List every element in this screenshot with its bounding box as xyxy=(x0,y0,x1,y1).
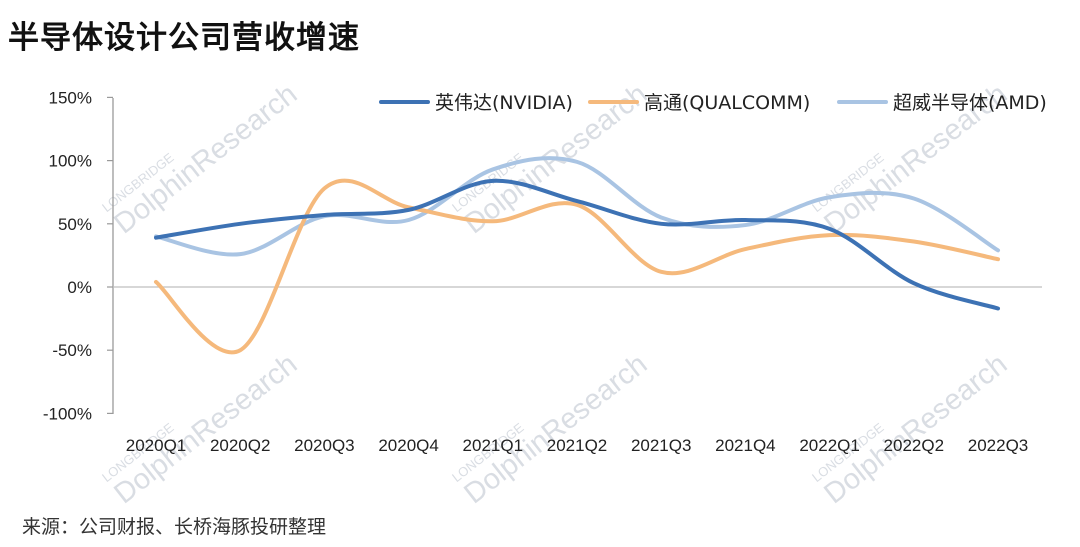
watermark-text: DolphinResearch xyxy=(108,348,303,505)
legend-label-amd: 超威半导体(AMD) xyxy=(893,92,1047,114)
x-tick-label: 2021Q4 xyxy=(715,436,776,455)
y-tick-label: 150% xyxy=(49,88,92,107)
series-lines xyxy=(154,156,1000,355)
x-tick-label: 2022Q3 xyxy=(968,436,1029,455)
legend: 英伟达(NVIDIA) 高通(QUALCOMM) 超威半导体(AMD) xyxy=(379,92,1047,114)
legend-label-nvidia: 英伟达(NVIDIA) xyxy=(435,92,573,114)
watermark-text: DolphinResearch xyxy=(818,348,1013,505)
legend-label-qualcomm: 高通(QUALCOMM) xyxy=(644,92,810,114)
watermark-text: DolphinResearch xyxy=(458,348,653,505)
chart-title: 半导体设计公司营收增速 xyxy=(8,20,360,56)
x-tick-label: 2020Q3 xyxy=(294,436,355,455)
x-tick-label: 2020Q4 xyxy=(378,436,439,455)
y-tick-label: -100% xyxy=(43,404,92,423)
source-note: 来源：公司财报、长桥海豚投研整理 xyxy=(22,516,327,538)
x-tick-label: 2022Q2 xyxy=(884,436,945,455)
x-tick-label: 2022Q1 xyxy=(799,436,860,455)
x-tick-label: 2020Q1 xyxy=(126,436,187,455)
x-tick-label: 2021Q3 xyxy=(631,436,692,455)
series-line-nvidia xyxy=(154,178,1000,311)
y-tick-label: -50% xyxy=(52,341,92,360)
x-tick-label: 2021Q1 xyxy=(463,436,524,455)
x-tick-label: 2020Q2 xyxy=(210,436,271,455)
y-tick-label: 50% xyxy=(58,215,92,234)
x-tick-label: 2021Q2 xyxy=(547,436,608,455)
y-tick-label: 0% xyxy=(67,278,92,297)
axes: 150% 100% 50% 0% -50% -100% 2020Q1 2020Q2 2020Q3… xyxy=(43,88,1042,455)
y-tick-label: 100% xyxy=(49,152,92,171)
watermark-text: DolphinResearch xyxy=(108,78,303,240)
